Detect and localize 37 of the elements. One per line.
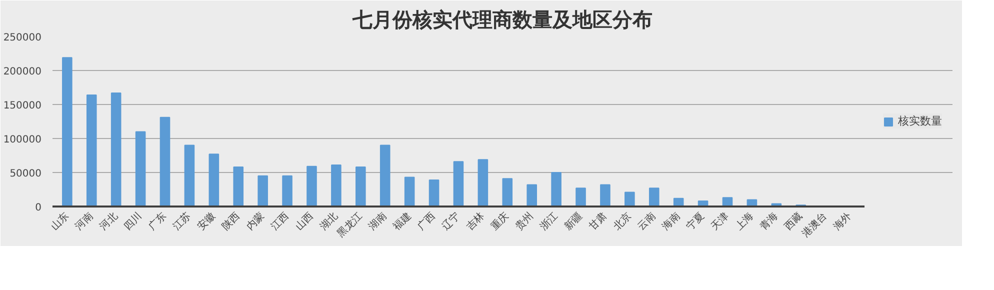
x-tick-label: 浙江 [538,210,560,233]
x-tick-label: 贵州 [513,210,536,233]
chart-title: 七月份核实代理商数量及地区分布 [352,8,652,32]
x-tick-label: 山东 [48,210,72,233]
x-tick-label: 内蒙 [244,210,267,233]
x-tick-label: 北京 [610,210,634,233]
x-tick-label: 四川 [122,210,144,233]
x-tick-label: 辽宁 [440,210,462,233]
x-tick-label: 重庆 [488,210,512,233]
x-tick-label: 新疆 [562,210,585,233]
y-tick-label: 0 [35,202,42,214]
x-tick-label: 江苏 [170,210,194,233]
legend-label: 核实数量 [898,114,942,128]
x-tick-label: 河北 [97,210,120,233]
x-tick-label: 上海 [733,210,756,233]
x-tick-label: 河南 [72,210,96,233]
x-tick-label: 福建 [390,210,414,233]
x-tick-label: 广东 [146,210,169,233]
x-tick-label: 青海 [758,210,780,233]
x-tick-label: 海外 [831,210,854,233]
x-tick-label: 广西 [415,210,438,233]
x-tick-label: 湖南 [366,210,389,233]
x-tick-label: 吉林 [464,210,487,233]
y-tick-label: 150000 [3,100,42,112]
x-tick-label: 安徽 [195,210,218,233]
x-tick-label: 陕西 [220,210,242,233]
y-tick-label: 50000 [10,168,42,180]
y-tick-label: 200000 [3,66,42,78]
x-tick-label: 宁夏 [684,210,707,233]
y-tick-label: 250000 [3,32,42,44]
y-tick-label: 100000 [3,134,42,146]
x-tick-label: 云南 [635,210,658,233]
x-tick-label: 天津 [708,210,732,233]
x-tick-label: 山西 [292,210,316,233]
x-tick-label: 甘肃 [586,210,610,233]
x-tick-label: 海南 [660,210,682,233]
x-tick-label: 江西 [268,210,292,233]
